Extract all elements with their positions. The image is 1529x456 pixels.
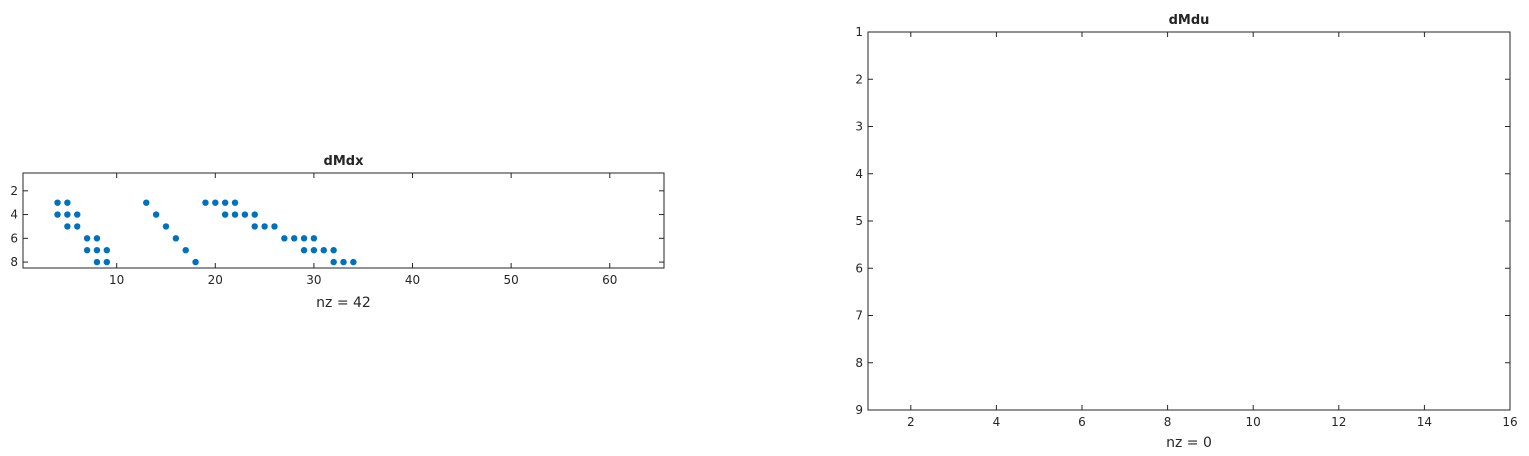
data-point bbox=[330, 258, 337, 266]
y-tick-label: 4 bbox=[10, 208, 18, 222]
data-point bbox=[271, 223, 278, 230]
data-point bbox=[182, 246, 189, 254]
data-point bbox=[340, 258, 347, 266]
y-tick-label: 2 bbox=[855, 72, 863, 86]
data-point bbox=[290, 235, 298, 242]
x-tick-label: 14 bbox=[1417, 415, 1432, 429]
data-point bbox=[103, 246, 111, 254]
data-point bbox=[54, 199, 61, 206]
data-point bbox=[74, 223, 81, 230]
y-tick-label: 5 bbox=[855, 214, 863, 228]
x-axis-label-dMdu: nz = 0 bbox=[1166, 435, 1212, 451]
chart-title-dMdx: dMdx bbox=[324, 154, 365, 169]
data-point bbox=[192, 258, 199, 266]
x-tick-label: 8 bbox=[1164, 415, 1172, 429]
x-tick-label: 4 bbox=[993, 415, 1001, 429]
data-point bbox=[83, 235, 91, 242]
data-point bbox=[143, 199, 150, 206]
data-point bbox=[310, 235, 318, 242]
data-point bbox=[251, 211, 258, 218]
data-point bbox=[152, 211, 160, 218]
data-point bbox=[300, 235, 308, 242]
axes-dMdx: dMdx 10 20 30 40 50 60 2 4 6 8 nz = 42 bbox=[10, 154, 665, 311]
y-tick-label: 7 bbox=[855, 309, 863, 323]
data-point bbox=[251, 223, 258, 230]
data-point bbox=[221, 199, 229, 206]
scatter-series-dMdx bbox=[54, 199, 357, 266]
data-point bbox=[212, 199, 219, 206]
data-point bbox=[320, 246, 327, 254]
data-point bbox=[162, 223, 170, 230]
data-point bbox=[350, 258, 357, 266]
y-tick-label: 8 bbox=[10, 255, 18, 269]
x-tick-label: 50 bbox=[504, 273, 519, 287]
data-point bbox=[310, 246, 318, 254]
x-tick-label: 40 bbox=[405, 273, 420, 287]
data-point bbox=[93, 258, 101, 266]
y-tick-label: 3 bbox=[855, 120, 863, 134]
y-tick-label: 1 bbox=[855, 25, 863, 39]
data-point bbox=[93, 235, 101, 242]
y-tick-label: 2 bbox=[10, 184, 18, 198]
data-point bbox=[300, 246, 308, 254]
data-point bbox=[64, 211, 71, 218]
data-point bbox=[202, 199, 209, 206]
axes-frame-dMdx bbox=[22, 172, 665, 269]
x-tick-label: 2 bbox=[907, 415, 915, 429]
x-tick-label: 30 bbox=[306, 273, 321, 287]
x-axis-label-dMdx: nz = 42 bbox=[316, 295, 371, 311]
data-point bbox=[93, 246, 101, 254]
x-tick-label: 6 bbox=[1078, 415, 1086, 429]
data-point bbox=[261, 223, 268, 230]
chart-title-dMdu: dMdu bbox=[1169, 13, 1210, 28]
y-tick-label: 9 bbox=[855, 403, 863, 417]
data-point bbox=[231, 199, 239, 206]
data-point bbox=[241, 211, 249, 218]
x-tick-label: 10 bbox=[1246, 415, 1261, 429]
data-point bbox=[330, 246, 337, 254]
x-tick-label: 20 bbox=[208, 273, 223, 287]
data-point bbox=[221, 211, 229, 218]
data-point bbox=[231, 211, 239, 218]
data-point bbox=[64, 199, 71, 206]
y-tick-label: 6 bbox=[10, 231, 18, 245]
x-tick-label: 16 bbox=[1502, 415, 1517, 429]
data-point bbox=[64, 223, 71, 230]
y-tick-label: 8 bbox=[855, 356, 863, 370]
data-point bbox=[54, 211, 61, 218]
data-point bbox=[172, 235, 180, 242]
data-point bbox=[74, 211, 81, 218]
y-tick-label: 4 bbox=[855, 167, 863, 181]
x-tick-label: 60 bbox=[602, 273, 617, 287]
data-point bbox=[103, 258, 111, 266]
data-point bbox=[83, 246, 91, 254]
y-tick-label: 6 bbox=[855, 261, 863, 275]
x-tick-label: 10 bbox=[109, 273, 124, 287]
axes-frame-dMdu bbox=[867, 31, 1511, 411]
x-tick-label: 12 bbox=[1331, 415, 1346, 429]
data-point bbox=[281, 235, 288, 242]
